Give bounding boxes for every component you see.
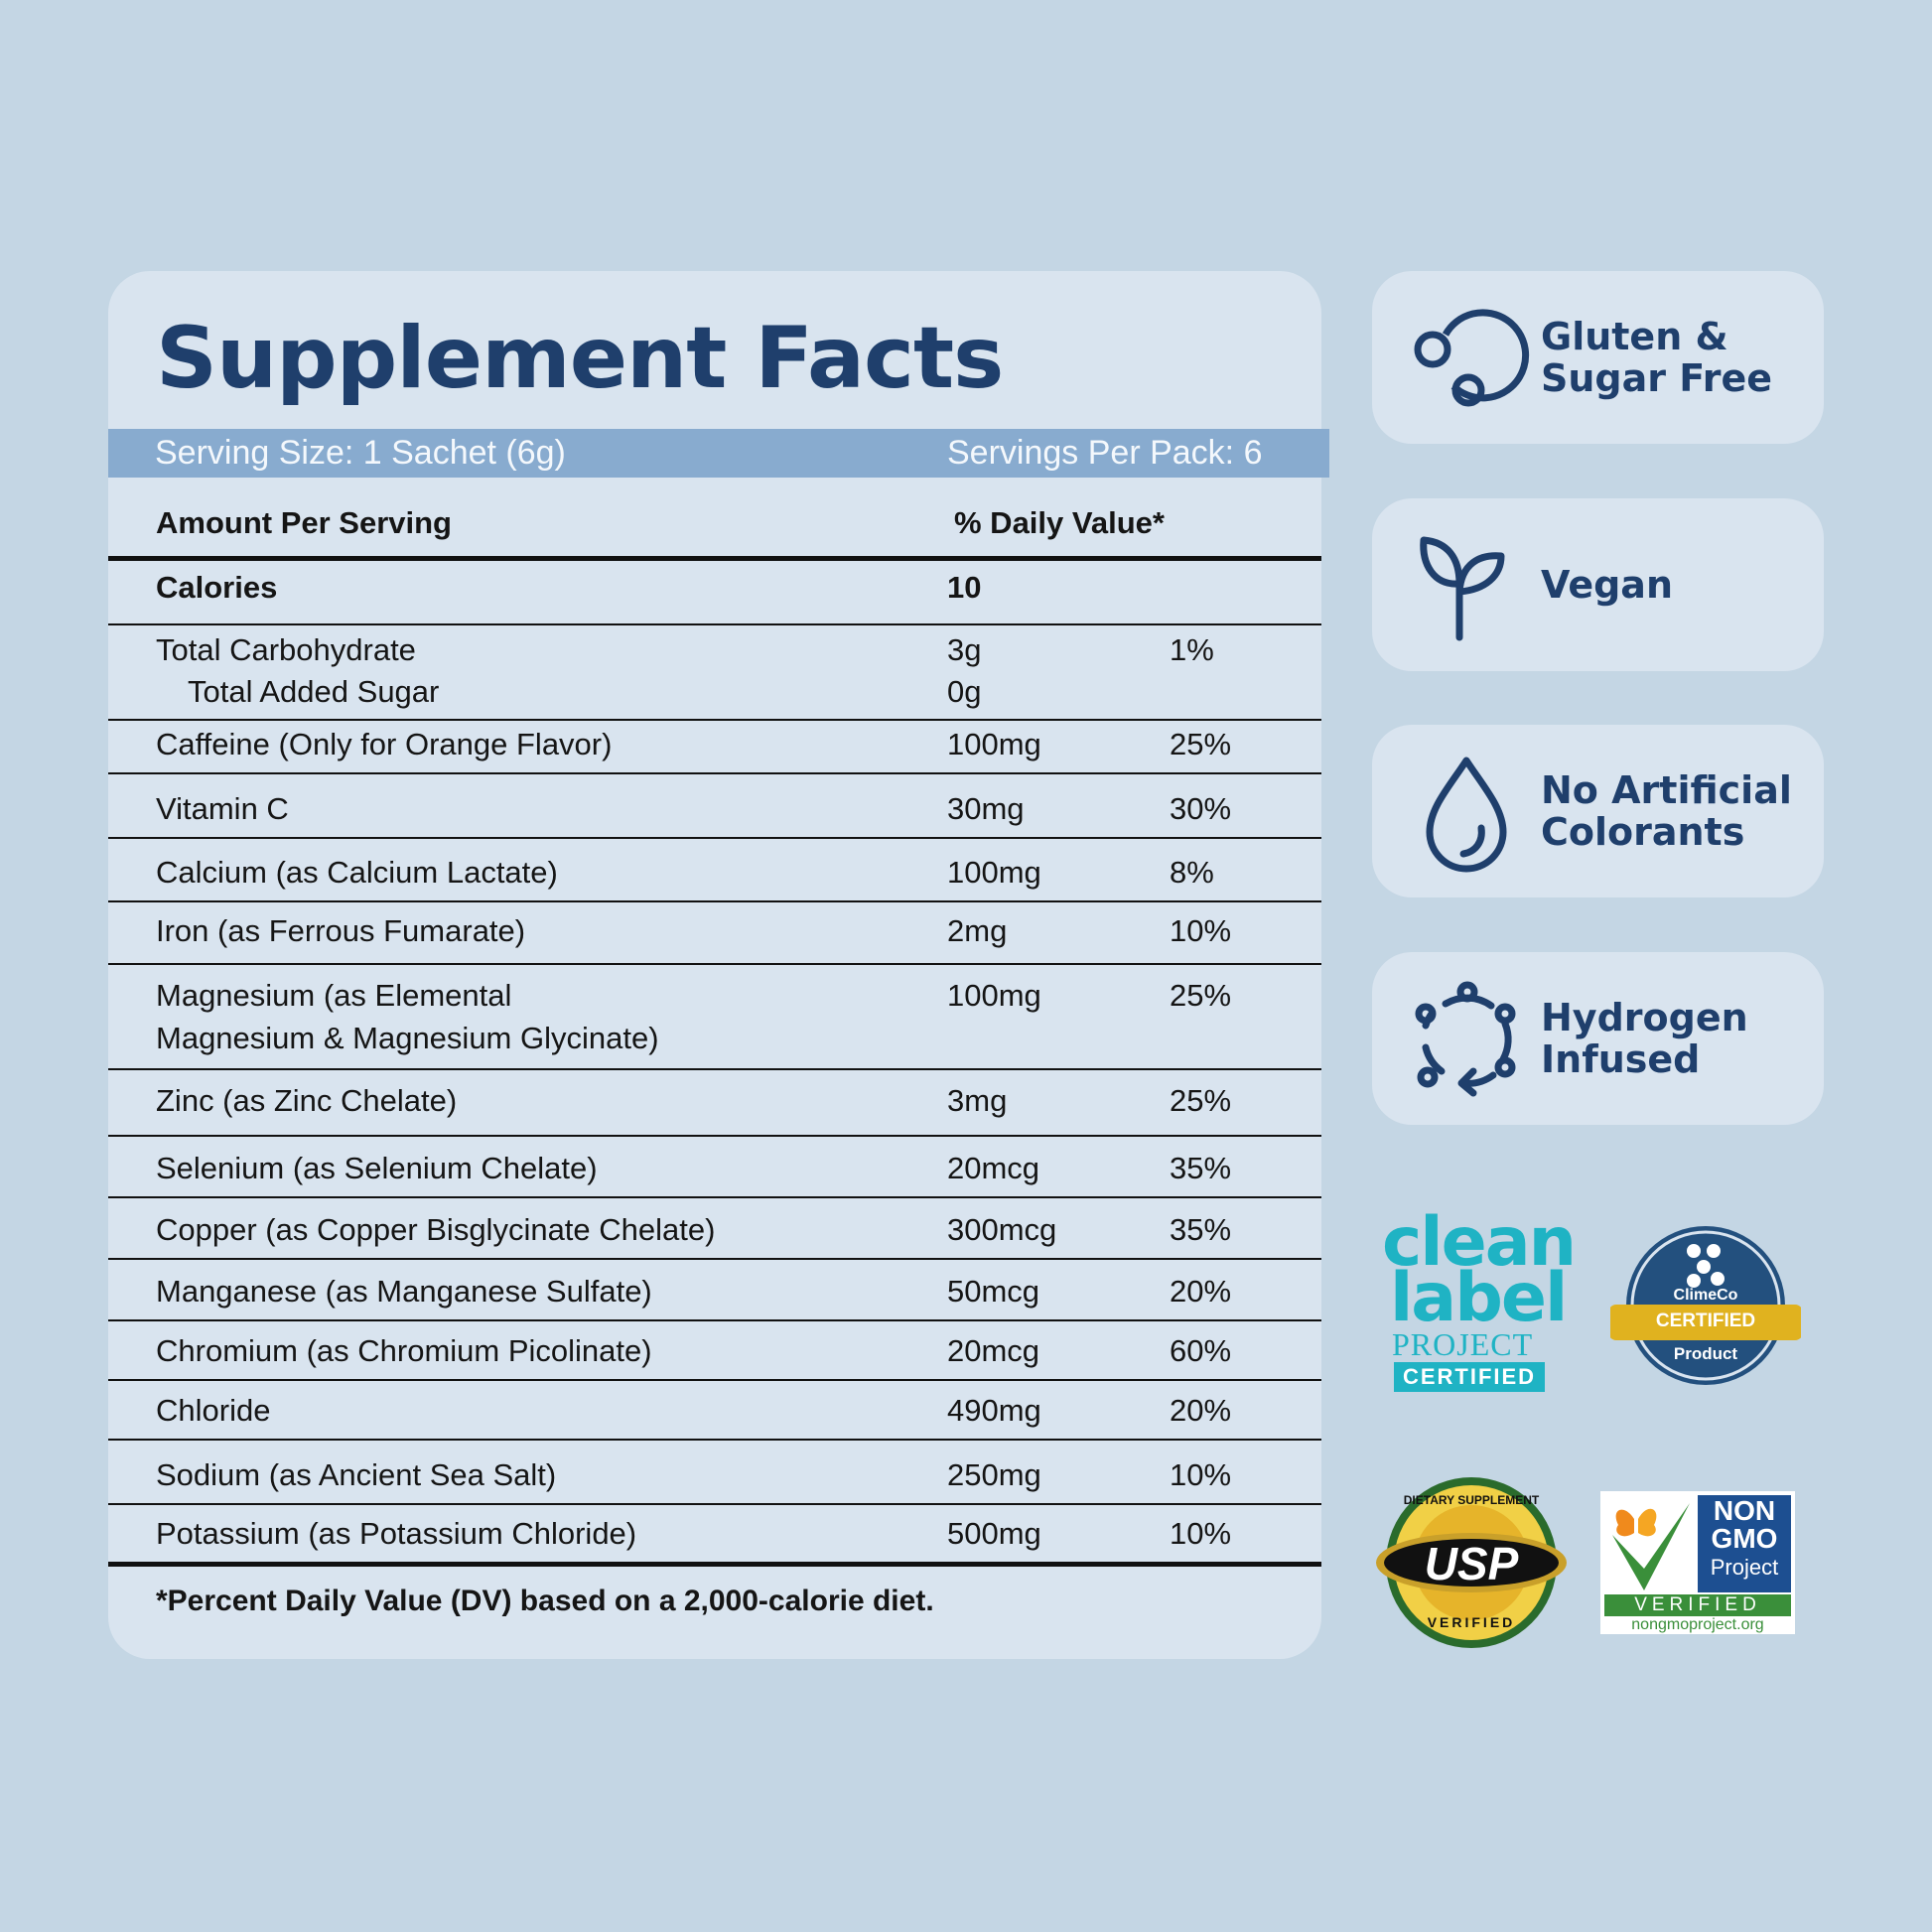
nutrient-dv: 20% [1170, 1393, 1232, 1428]
non-gmo-project-seal: NON GMO Project VERIFIED nongmoproject.o… [1600, 1491, 1795, 1634]
droplet-icon [1426, 757, 1507, 873]
nutrient-name: Magnesium (as Elemental [156, 978, 512, 1013]
divider [108, 837, 1321, 839]
butterfly-icon [1612, 1503, 1690, 1590]
nutrient-amount: 500mg [947, 1516, 1041, 1551]
badge-line-1: Vegan [1541, 563, 1673, 607]
nutrient-dv: 60% [1170, 1333, 1232, 1368]
nutrient-amount: 100mg [947, 727, 1041, 761]
badge-line-2: Colorants [1541, 810, 1745, 854]
nutrient-dv: 20% [1170, 1274, 1232, 1309]
sprout-icon [1420, 536, 1505, 641]
divider [108, 772, 1321, 774]
nutrient-amount: 20mcg [947, 1333, 1040, 1368]
divider [108, 900, 1321, 902]
amount-per-serving-header: Amount Per Serving [156, 505, 452, 540]
thick-divider [108, 1562, 1321, 1567]
cycle-icon [1415, 981, 1516, 1097]
nutrient-dv: 25% [1170, 727, 1232, 761]
nutrient-name: Potassium (as Potassium Chloride) [156, 1516, 637, 1551]
badge-hydrogen-infused: Hydrogen Infused [1372, 952, 1824, 1125]
nutrient-dv: 30% [1170, 791, 1232, 826]
footnote: *Percent Daily Value (DV) based on a 2,0… [156, 1585, 934, 1617]
nutrient-name: Iron (as Ferrous Fumarate) [156, 913, 526, 948]
nutrient-amount: 3g [947, 632, 982, 667]
calories-value: 10 [947, 570, 982, 605]
nutrient-amount: 300mcg [947, 1212, 1057, 1247]
daily-value-header: % Daily Value* [954, 505, 1165, 540]
nutrient-name: Chloride [156, 1393, 271, 1428]
badge-line-1: Gluten & [1541, 315, 1728, 358]
servings-per-pack: Servings Per Pack: 6 [947, 434, 1263, 472]
divider [108, 1135, 1321, 1137]
badge-line-1: No Artificial [1541, 768, 1792, 812]
nutrient-name: Copper (as Copper Bisglycinate Chelate) [156, 1212, 716, 1247]
nutrient-amount: 100mg [947, 855, 1041, 890]
badge-line-2: Sugar Free [1541, 356, 1773, 400]
nutrient-name: Caffeine (Only for Orange Flavor) [156, 727, 613, 761]
nutrient-dv: 10% [1170, 1516, 1232, 1551]
nutrient-amount: 20mcg [947, 1151, 1040, 1185]
nutrient-dv: 1% [1170, 632, 1214, 667]
divider [108, 1319, 1321, 1321]
nutrient-subamount: 0g [947, 674, 982, 709]
climeco-certified-logo: ClimeCo CERTIFIED Product [1610, 1223, 1801, 1388]
serving-size: Serving Size: 1 Sachet (6g) [155, 434, 566, 472]
nutrient-name: Calcium (as Calcium Lactate) [156, 855, 558, 890]
divider [108, 1439, 1321, 1441]
divider [108, 963, 1321, 965]
nutrient-dv: 8% [1170, 855, 1214, 890]
divider [108, 1196, 1321, 1198]
nutrient-amount: 490mg [947, 1393, 1041, 1428]
supplement-facts-panel: Supplement Facts Serving Size: 1 Sachet … [108, 271, 1329, 1659]
nutrient-name: Selenium (as Selenium Chelate) [156, 1151, 598, 1185]
usp-seal-icon [1376, 1477, 1567, 1648]
badge-line-1: Hydrogen [1541, 996, 1748, 1039]
nutrient-name: Total Carbohydrate [156, 632, 416, 667]
nutrient-amount: 50mcg [947, 1274, 1040, 1309]
divider [108, 1503, 1321, 1505]
nutrient-amount: 2mg [947, 913, 1008, 948]
serving-info-bar: Serving Size: 1 Sachet (6g) Servings Per… [108, 429, 1329, 478]
molecule-icon [1414, 309, 1530, 407]
divider [108, 623, 1321, 625]
nutrient-dv: 35% [1170, 1212, 1232, 1247]
divider [108, 719, 1321, 721]
nutrient-name: Manganese (as Manganese Sulfate) [156, 1274, 652, 1309]
nutrient-name: Zinc (as Zinc Chelate) [156, 1083, 458, 1118]
nutrient-name: Chromium (as Chromium Picolinate) [156, 1333, 652, 1368]
badge-no-artificial-colorants: No Artificial Colorants [1372, 725, 1824, 897]
nutrient-name-continued: Magnesium & Magnesium Glycinate) [156, 1021, 659, 1055]
nutrient-name: Sodium (as Ancient Sea Salt) [156, 1457, 557, 1492]
divider [108, 1379, 1321, 1381]
nutrient-amount: 100mg [947, 978, 1041, 1013]
badge-gluten-sugar-free: Gluten & Sugar Free [1372, 271, 1824, 444]
clean-label-project-logo: clean label PROJECT CERTIFIED [1382, 1209, 1577, 1392]
badge-line-2: Infused [1541, 1037, 1701, 1081]
nutrient-dv: 25% [1170, 1083, 1232, 1118]
nutrient-amount: 3mg [947, 1083, 1008, 1118]
climeco-seal-icon [1610, 1226, 1801, 1385]
nutrient-dv: 10% [1170, 1457, 1232, 1492]
nutrient-dv: 35% [1170, 1151, 1232, 1185]
divider [108, 1068, 1321, 1070]
badge-vegan: Vegan [1372, 498, 1824, 671]
nutrient-dv: 25% [1170, 978, 1232, 1013]
nutrient-amount: 250mg [947, 1457, 1041, 1492]
usp-verified-seal: DIETARY SUPPLEMENT USP VERIFIED [1374, 1475, 1569, 1650]
thick-divider [108, 556, 1321, 561]
divider [108, 1258, 1321, 1260]
nutrient-name: Vitamin C [156, 791, 289, 826]
nutrient-dv: 10% [1170, 913, 1232, 948]
nutrient-subname: Total Added Sugar [188, 674, 440, 709]
nutrient-amount: 30mg [947, 791, 1025, 826]
page-title: Supplement Facts [156, 309, 1004, 408]
calories-label: Calories [156, 570, 278, 605]
